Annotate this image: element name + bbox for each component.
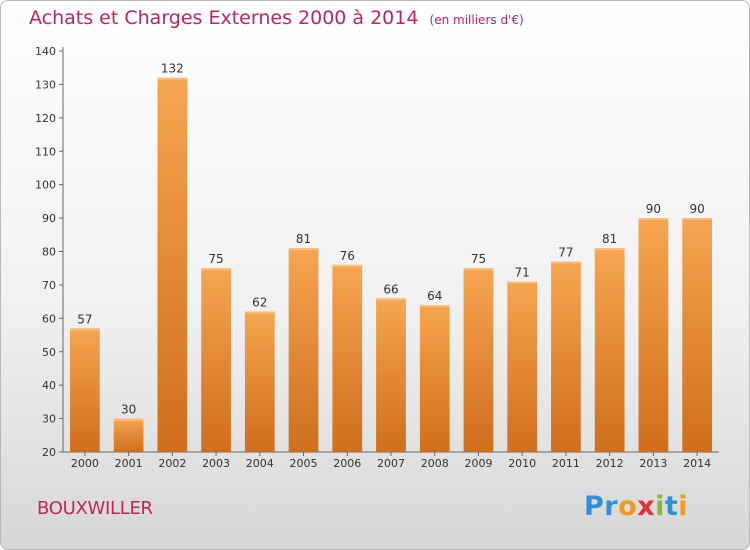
bar-highlight [157,77,188,80]
y-tick-label: 70 [42,279,56,292]
y-tick-label: 130 [35,78,56,91]
value-label: 30 [121,403,136,417]
x-tick-label: 2014 [683,457,711,470]
y-tick-label: 50 [42,346,56,359]
bar-highlight [201,268,231,271]
bar-highlight [113,418,144,421]
bar-2001 [113,418,144,452]
bar-2003 [201,268,231,452]
proxiti-logo: Proxiti [584,491,689,522]
bar-2006 [332,264,363,452]
bar-highlight [507,281,538,284]
value-label: 66 [383,282,398,296]
bar-highlight [332,264,363,267]
value-label: 90 [646,202,661,216]
bar-highlight [419,304,450,307]
x-tick-label: 2004 [246,457,274,470]
bar-2008 [419,304,450,452]
chart-title: Achats et Charges Externes 2000 à 2014 (… [29,7,524,29]
y-tick-label: 60 [42,312,56,325]
x-tick-label: 2011 [552,457,580,470]
bar-highlight [69,328,100,331]
y-tick-label: 90 [42,212,56,225]
bar-2007 [376,298,406,452]
value-label: 132 [161,62,184,76]
x-tick-label: 2006 [333,457,361,470]
x-tick-label: 2010 [508,457,536,470]
y-tick-label: 80 [42,246,56,259]
x-tick-label: 2005 [290,457,318,470]
bar-highlight [682,218,713,221]
bar-highlight [463,268,494,271]
value-label: 71 [515,266,530,280]
chart-labels: 2000 57 2001 30 2002 132 2003 75 2004 62 2005 81 200… [71,62,711,470]
bar-2013 [638,218,669,452]
bar-2004 [244,311,275,452]
x-tick-label: 2009 [464,457,492,470]
x-tick-label: 2013 [639,457,667,470]
bar-highlight [594,248,625,251]
value-label: 57 [77,312,92,326]
y-tick-label: 120 [35,112,56,125]
value-label: 62 [252,296,267,310]
chart-bars [69,77,713,452]
bar-2011 [551,261,581,452]
bar-highlight [244,311,275,314]
value-label: 76 [340,249,355,263]
y-tick-label: 140 [35,45,56,58]
chart-title-main: Achats et Charges Externes 2000 à 2014 [29,7,419,29]
x-tick-label: 2000 [71,457,99,470]
x-tick-label: 2012 [596,457,624,470]
value-label: 90 [689,202,704,216]
bar-highlight [551,261,581,264]
x-tick-label: 2002 [158,457,186,470]
y-tick-label: 40 [42,379,56,392]
value-label: 81 [296,232,311,246]
value-label: 75 [208,252,223,266]
bar-2002 [157,77,188,452]
x-tick-label: 2007 [377,457,405,470]
y-tick-label: 110 [35,145,56,158]
x-tick-label: 2003 [202,457,230,470]
bar-highlight [376,298,406,301]
bar-highlight [638,218,669,221]
bar-2012 [594,248,625,452]
bar-2009 [463,268,494,452]
bar-2014 [682,218,713,452]
chart-unit-note: (en milliers d'€) [429,13,524,27]
y-tick-label: 30 [42,413,56,426]
value-label: 77 [558,246,573,260]
bar-2005 [288,248,319,452]
y-tick-label: 100 [35,179,56,192]
x-tick-label: 2008 [421,457,449,470]
value-label: 75 [471,252,486,266]
y-tick-label: 20 [42,446,56,459]
x-tick-label: 2001 [115,457,143,470]
bar-highlight [288,248,319,251]
city-name: BOUXWILLER [37,498,153,519]
bar-2010 [507,281,538,452]
bar-2000 [69,328,100,452]
value-label: 64 [427,289,442,303]
value-label: 81 [602,232,617,246]
